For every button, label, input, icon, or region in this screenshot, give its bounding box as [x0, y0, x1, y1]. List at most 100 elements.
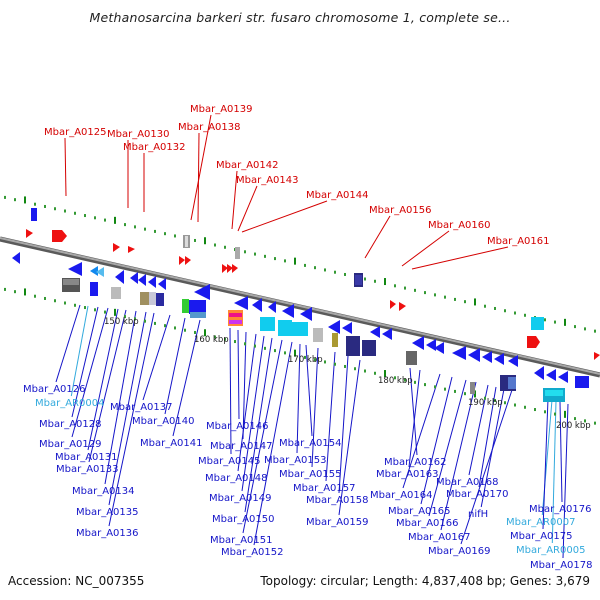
leader-line — [88, 309, 127, 463]
tick-dot — [164, 324, 166, 328]
gene-label-lower[interactable]: Mbar_A0126 — [23, 384, 86, 395]
gene-label-lower[interactable]: Mbar_A0135 — [76, 507, 139, 518]
leader-line — [229, 327, 232, 455]
gene-label-lower[interactable]: Mbar_A0164 — [370, 490, 433, 501]
tick-dot — [144, 227, 146, 231]
lower-gene-labels: Mbar_A0126 Mbar_AR0004 Mbar_A0128 Mbar_A012… — [23, 384, 593, 571]
leader-line — [401, 230, 450, 267]
tick-dot — [34, 202, 36, 206]
gene-label-lower[interactable]: Mbar_A0134 — [72, 486, 135, 497]
gene-label-upper[interactable]: Mbar_A0130 — [107, 129, 170, 140]
tick-dot — [104, 310, 106, 314]
gene-label-upper[interactable]: Mbar_A0138 — [178, 122, 241, 133]
gene-label-lower[interactable]: Mbar_A0178 — [530, 560, 593, 571]
tick-dot — [64, 209, 66, 213]
gene-label-lower[interactable]: Mbar_A0152 — [221, 547, 284, 558]
tick-dot — [174, 234, 176, 238]
rna-label-lower[interactable]: Mbar_AR0005 — [516, 545, 585, 556]
gene-label-upper[interactable]: Mbar_A0143 — [236, 175, 299, 186]
gene-label-lower[interactable]: Mbar_A0176 — [529, 504, 592, 515]
gene-label-lower[interactable]: Mbar_A0153 — [264, 455, 327, 466]
scale-tick-label: 160 kbp — [194, 335, 229, 345]
leader-line — [64, 137, 67, 197]
gene-label-upper[interactable]: Mbar_A0161 — [487, 236, 550, 247]
gene-label-lower[interactable]: Mbar_A0168 — [436, 477, 499, 488]
leader-line — [237, 329, 240, 420]
tick-dot — [544, 410, 546, 414]
gene-label-lower[interactable]: Mbar_A0157 — [293, 483, 356, 494]
gene-label-lower[interactable]: Mbar_A0133 — [56, 464, 119, 475]
gene-label-lower[interactable]: Mbar_A0175 — [510, 531, 573, 542]
gene-label-lower[interactable]: Mbar_A0129 — [39, 439, 102, 450]
gene-label-lower[interactable]: Mbar_A0166 — [396, 518, 459, 529]
tick-dot — [134, 225, 136, 229]
tick-dot — [554, 412, 556, 416]
gene-label-lower[interactable]: Mbar_A0147 — [210, 441, 273, 452]
tick-dot — [114, 308, 116, 316]
scale-tick-label: 200 kbp — [556, 421, 591, 431]
tick-dot — [304, 263, 306, 267]
tick-dot — [194, 330, 196, 334]
leader-line — [108, 311, 147, 506]
gene-label-upper[interactable]: Mbar_A0132 — [123, 142, 186, 153]
tick-dot — [214, 335, 216, 339]
gene-label-upper[interactable]: Mbar_A0156 — [369, 205, 432, 216]
tick-dot — [344, 272, 346, 276]
gene-label-lower[interactable]: Mbar_A0154 — [279, 438, 342, 449]
gene-label-lower[interactable]: Mbar_A0137 — [110, 402, 173, 413]
gene-label-lower[interactable]: Mbar_A0151 — [210, 535, 273, 546]
leader-line — [70, 305, 89, 397]
gene-label-lower[interactable]: Mbar_A0145 — [198, 456, 261, 467]
leader-line — [551, 400, 557, 544]
gene-label-upper[interactable]: Mbar_A0144 — [306, 190, 369, 201]
gene-label-upper[interactable]: Mbar_A0160 — [428, 220, 491, 231]
tick-dot — [374, 279, 376, 283]
gene-label-lower[interactable]: Mbar_A0150 — [212, 514, 275, 525]
leader-line — [164, 317, 186, 415]
gene-label-lower[interactable]: Mbar_A0162 — [384, 457, 447, 468]
gene-label-lower[interactable]: Mbar_A0167 — [408, 532, 471, 543]
gene-label-lower[interactable]: Mbar_A0136 — [76, 528, 139, 539]
gene-label-lower[interactable]: Mbar_A0159 — [306, 517, 369, 528]
tick-dot — [54, 299, 56, 303]
leader-line — [55, 304, 81, 383]
gene-label-lower[interactable]: Mbar_A0131 — [55, 452, 118, 463]
gene-label-lower[interactable]: Mbar_A0165 — [388, 506, 451, 517]
gene-label-lower[interactable]: Mbar_A0163 — [376, 469, 439, 480]
genome-info-label: Topology: circular; Length: 4,837,408 bp… — [260, 574, 590, 588]
gene-label-upper[interactable]: Mbar_A0142 — [216, 160, 279, 171]
upper-gene-labels: Mbar_A0125 Mbar_A0130 Mbar_A0132 Mbar_A0139… — [44, 104, 550, 247]
leader-line — [104, 310, 137, 485]
tick-dot — [234, 340, 236, 344]
gene-label-lower[interactable]: Mbar_A0148 — [205, 473, 268, 484]
tick-dot — [524, 313, 526, 317]
gene-label-lower[interactable]: Mbar_A0146 — [206, 421, 269, 432]
tick-dot — [144, 319, 146, 323]
gene-label-upper[interactable]: Mbar_A0139 — [190, 104, 253, 115]
gene-label-lower[interactable]: Mbar_A0149 — [209, 493, 272, 504]
gene-label-lower[interactable]: Mbar_A0170 — [446, 489, 509, 500]
gene-label-lower[interactable]: Mbar_A0169 — [428, 546, 491, 557]
rna-label-lower[interactable]: Mbar_AR0007 — [506, 517, 575, 528]
tick-dot — [94, 216, 96, 220]
tick-dot — [594, 421, 596, 425]
gene-label-lower[interactable]: Mbar_A0140 — [132, 416, 195, 427]
tick-dot — [444, 295, 446, 299]
tick-dot — [174, 326, 176, 330]
gene-label-upper[interactable]: Mbar_A0125 — [44, 127, 107, 138]
tick-dot — [24, 288, 26, 296]
rna-label-lower[interactable]: Mbar_AR0004 — [35, 398, 104, 409]
gene-label-lower[interactable]: Mbar_A0158 — [306, 495, 369, 506]
gene-label-lower[interactable]: Mbar_A0128 — [39, 419, 102, 430]
leader-line — [242, 331, 247, 440]
gene-label-lower[interactable]: Mbar_A0141 — [140, 438, 203, 449]
leader-line — [364, 215, 391, 259]
leader-line — [440, 381, 477, 531]
tick-dot — [314, 266, 316, 270]
tick-dot — [494, 306, 496, 310]
gene-label-lower[interactable]: nifH — [468, 509, 488, 520]
leader-line — [241, 200, 328, 233]
gene-label-lower[interactable]: Mbar_A0155 — [279, 469, 342, 480]
tick-dot — [284, 259, 286, 263]
tick-dot — [4, 195, 6, 199]
